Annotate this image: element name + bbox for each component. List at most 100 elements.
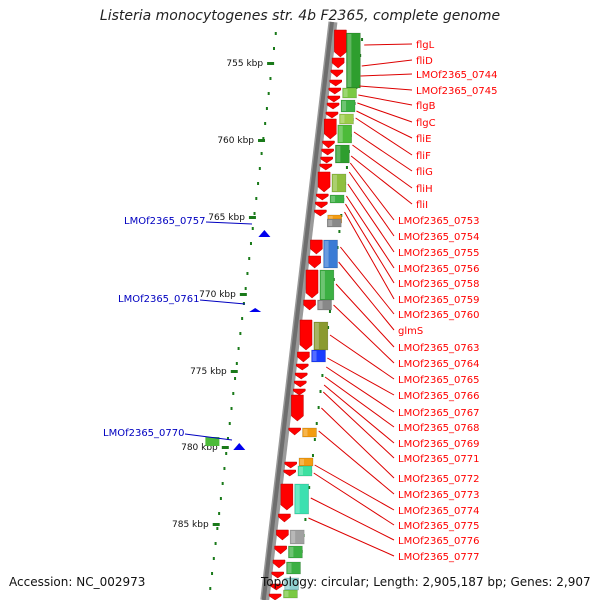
gene-arrow bbox=[310, 239, 323, 255]
scale-dot bbox=[223, 467, 226, 470]
domain-box-highlight bbox=[340, 115, 345, 123]
reverse-gene bbox=[233, 443, 246, 450]
gene-arrow bbox=[334, 29, 347, 58]
gene-label: fliE bbox=[416, 134, 431, 145]
backbone-line bbox=[261, 21, 334, 600]
gene-label: LMOf2365_0764 bbox=[398, 359, 480, 370]
domain-box-highlight bbox=[324, 241, 329, 267]
domain-box bbox=[302, 427, 317, 438]
leader-line bbox=[350, 155, 413, 205]
scale-dot bbox=[241, 317, 244, 320]
gene-label: LMOf2365_0766 bbox=[398, 391, 480, 402]
genome-summary: Topology: circular; Length: 2,905,187 bp… bbox=[261, 575, 591, 589]
scale-dot bbox=[255, 197, 258, 200]
scale-dot bbox=[321, 374, 324, 377]
domain-box bbox=[297, 465, 313, 477]
scale-track-inner bbox=[209, 32, 277, 590]
leader-line bbox=[348, 171, 395, 237]
tick-label: 765 kbp bbox=[208, 213, 245, 223]
gene-arrow bbox=[276, 529, 289, 541]
scale-dot bbox=[361, 38, 364, 41]
gene-arrow bbox=[324, 118, 337, 140]
scale-dot bbox=[228, 422, 231, 425]
leader-line bbox=[349, 162, 395, 221]
scale-dot bbox=[319, 390, 322, 393]
gene-label: fliG bbox=[416, 167, 433, 178]
tick-label: 755 kbp bbox=[226, 59, 263, 69]
leader-line bbox=[355, 117, 413, 156]
scale-dot bbox=[239, 332, 242, 335]
gene-arrow bbox=[328, 87, 342, 95]
gene-label: LMOf2365_0758 bbox=[398, 279, 480, 290]
leader-line bbox=[358, 94, 413, 106]
domain-box-highlight bbox=[331, 196, 336, 202]
scale-dot bbox=[338, 230, 341, 233]
scale-dot bbox=[214, 542, 217, 545]
leader-line bbox=[361, 59, 413, 67]
domain-box bbox=[326, 218, 342, 228]
gene-label: flgB bbox=[416, 101, 436, 112]
domain-box-highlight bbox=[300, 459, 305, 465]
scale-dot bbox=[251, 227, 254, 230]
scale-dot bbox=[308, 486, 311, 489]
domain-box bbox=[335, 144, 350, 164]
gene-label: LMOf2365_0761 bbox=[118, 294, 200, 305]
gene-label: LMOf2365_0757 bbox=[124, 216, 206, 227]
leader-line bbox=[345, 203, 395, 284]
gene-arrow bbox=[283, 469, 296, 477]
scale-dot bbox=[219, 497, 222, 500]
gene-arrow bbox=[271, 571, 284, 579]
leader-line bbox=[199, 299, 246, 305]
domain-box-highlight bbox=[343, 89, 348, 97]
scale-dot bbox=[345, 166, 348, 169]
gene-arrow bbox=[268, 593, 282, 600]
domain-box-highlight bbox=[289, 547, 294, 557]
scale-dot bbox=[211, 572, 214, 575]
scale-dot bbox=[311, 454, 314, 457]
domain-box-highlight bbox=[303, 429, 308, 436]
domain-box-highlight bbox=[332, 175, 337, 191]
gene-label: LMOf2365_0767 bbox=[398, 408, 480, 419]
gene-label: LMOf2365_0763 bbox=[398, 343, 480, 354]
scale-dot bbox=[244, 287, 247, 290]
leader-line bbox=[313, 472, 395, 526]
gene-label: LMOf2365_0777 bbox=[398, 552, 480, 563]
gene-label: LMOf2365_0771 bbox=[398, 454, 480, 465]
tick-label: 785 kbp bbox=[172, 520, 209, 530]
gene-label: fliH bbox=[416, 184, 433, 195]
gene-label: LMOf2365_0759 bbox=[398, 295, 480, 306]
tick-mark bbox=[258, 139, 266, 142]
scale-dot bbox=[249, 242, 252, 245]
gene-arrow bbox=[293, 388, 306, 396]
leader-line bbox=[322, 391, 395, 459]
scale-dot bbox=[274, 32, 277, 35]
gene-label: LMOf2365_0775 bbox=[398, 521, 480, 532]
leader-line bbox=[347, 183, 395, 253]
tick-mark bbox=[239, 293, 247, 296]
tick-label: 780 kbp bbox=[181, 443, 218, 453]
leader-line bbox=[327, 357, 395, 396]
scale-dot bbox=[237, 347, 240, 350]
domain-box-highlight bbox=[312, 351, 317, 361]
gene-arrow bbox=[326, 102, 340, 110]
domain-box-highlight bbox=[314, 323, 319, 349]
tick-label: 775 kbp bbox=[190, 367, 227, 377]
scale-dot bbox=[257, 182, 260, 185]
leader-line bbox=[324, 376, 395, 428]
scale-dot bbox=[218, 512, 221, 515]
scale-dot bbox=[248, 257, 251, 260]
gene-label: LMOf2365_0745 bbox=[416, 86, 498, 97]
leader-line bbox=[344, 211, 395, 300]
domain-box bbox=[205, 437, 220, 446]
gene-label: glmS bbox=[398, 326, 423, 337]
leader-line bbox=[360, 73, 413, 77]
gene-arrow bbox=[308, 255, 321, 269]
gene-arrow bbox=[330, 69, 344, 78]
gene-label: LMOf2365_0770 bbox=[103, 428, 185, 439]
domain-box bbox=[340, 99, 356, 113]
scale-dot bbox=[230, 407, 233, 410]
gene-label: LMOf2365_0754 bbox=[398, 232, 480, 243]
domain-box-highlight bbox=[291, 531, 296, 543]
gene-arrow bbox=[294, 372, 308, 380]
